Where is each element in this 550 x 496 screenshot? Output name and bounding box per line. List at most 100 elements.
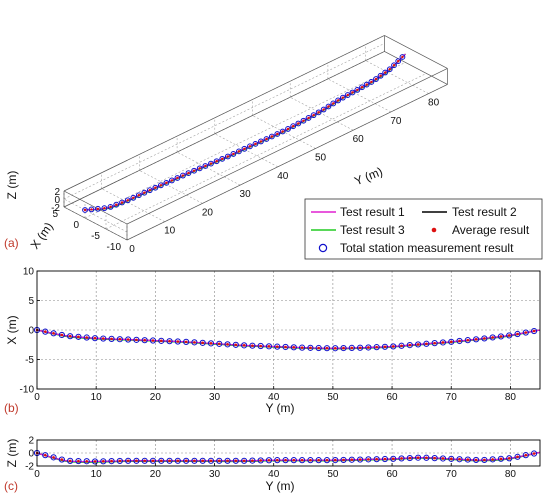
panel-a-point-average [181,174,185,177]
panel-a-point-total-station [300,117,307,124]
legend-swatch-total-station [318,243,328,253]
panel-b-point-average [333,346,337,350]
panel-a-point-average [297,122,300,125]
panel-a-point-average [83,208,87,212]
panel-c-point-total-station [216,457,223,464]
panel-c-point-total-station [448,455,455,462]
panel-b-grid [37,271,540,389]
legend-item-test-1: Test result 1 [311,205,405,219]
panel-b-point-total-station [216,340,223,347]
panel-b-point-average [60,333,64,337]
panel-a-point-total-station [320,106,327,113]
panel-a-point-average [265,137,268,141]
panel-b-point-average [259,344,262,348]
panel-c-point-average [275,458,279,462]
panel-b-xtick-label: 50 [327,392,339,403]
panel-c-ytick-label: -2 [25,462,34,473]
panel-b-point-average [516,332,519,336]
panel-c-point-total-station [439,455,447,462]
panel-a-ytick-label: 0 [129,244,135,255]
panel-c-point-average [524,453,528,457]
panel-b-point-total-station [456,337,463,345]
panel-b-point-average [309,346,312,350]
panel-b-point-total-station [174,338,181,345]
panel-a-point-total-station [363,81,370,88]
panel-a-point-average [360,86,364,89]
legend-label-test-1: Test result 1 [340,205,405,219]
panel-c-point-average [507,456,511,460]
panel-a-point-total-station [305,115,312,121]
panel-b-point-total-station [50,330,57,337]
panel-b-point-average [234,343,238,347]
panel-b-point-average [532,329,536,333]
panel-c-point-total-station [265,457,273,464]
panel-a-point-total-station [359,84,365,91]
panel-b-point-total-station [257,342,264,350]
panel-b-point-average [367,346,370,349]
panel-b-point-average [110,337,113,341]
panel-c-point-total-station [91,458,99,465]
panel-a-point-average [327,105,330,108]
panel-b-point-total-station [125,336,132,343]
panel-a-point-total-station [268,133,275,140]
panel-a-ytick-label: 40 [277,171,289,182]
panel-b-point-total-station [141,337,148,344]
panel-a-point-average [356,88,359,92]
panel-b-point-average [52,332,55,335]
panel-a-point-total-station [399,54,406,60]
panel-a-point-total-station [101,205,108,212]
panel-b-point-total-station [265,343,273,350]
panel-b-point-average [317,346,320,350]
panel-b-point-total-station [207,340,215,347]
panel-b-point-average [441,341,445,344]
panel-b-xtick-label: 70 [446,392,458,403]
panel-a-point-total-station [124,197,131,204]
legend-swatch-average [431,227,437,233]
panel-b-point-total-station [133,336,140,343]
panel-a-point-average [192,169,196,172]
panel-c-point-average [516,455,519,459]
panel-b-point-total-station [307,344,314,351]
panel-c-point-average [425,456,428,460]
panel-c-point-total-station [365,456,372,463]
panel-c-point-average [151,459,155,463]
panel-b-point-total-station [472,336,480,343]
panel-c-point-total-station [166,457,173,464]
panel-b-point-average [168,339,171,343]
panel-b-ytick-label: 10 [23,267,35,278]
panel-c-point-total-station [199,457,206,464]
panel-a-ztick-label: 0 [54,195,60,206]
panel-a-point-total-station [377,72,384,79]
panel-c-point-average [449,457,453,461]
panel-c-point-average [68,459,72,463]
panel-a-point-average [302,119,305,122]
legend-item-test-3: Test result 3 [311,223,405,237]
panel-c-xtick-label: 30 [209,469,221,480]
panel-a-point-average [109,205,112,209]
panel-b-point-total-station [340,344,347,352]
panel-b-point-average [43,330,47,333]
panel-b-point-total-station [274,343,281,350]
panel-b-point-average [466,338,470,342]
panel-c-point-average [259,459,262,462]
panel-c-point-total-station [414,454,422,461]
panel-c-point-total-station [100,458,107,465]
panel-a-point-total-station [274,131,281,137]
panel-c-point-average [358,458,362,461]
panel-b-xtick-label: 40 [268,392,280,403]
panel-c-xtick-label: 10 [91,469,103,480]
panel-c-point-average [483,458,486,462]
panel-b-point-total-station [481,335,488,342]
panel-a-ytick-label: 50 [315,153,327,164]
panel-c-point-average [350,458,354,462]
panel-b-point-average [275,345,279,348]
panel-b-point-average [159,339,163,343]
panel-b-point-average [176,340,180,343]
panel-b-point-total-station [42,328,49,335]
panel-b-point-average [342,346,345,350]
panel-a-point-average [154,186,157,189]
panel-a-point-average [388,68,391,71]
